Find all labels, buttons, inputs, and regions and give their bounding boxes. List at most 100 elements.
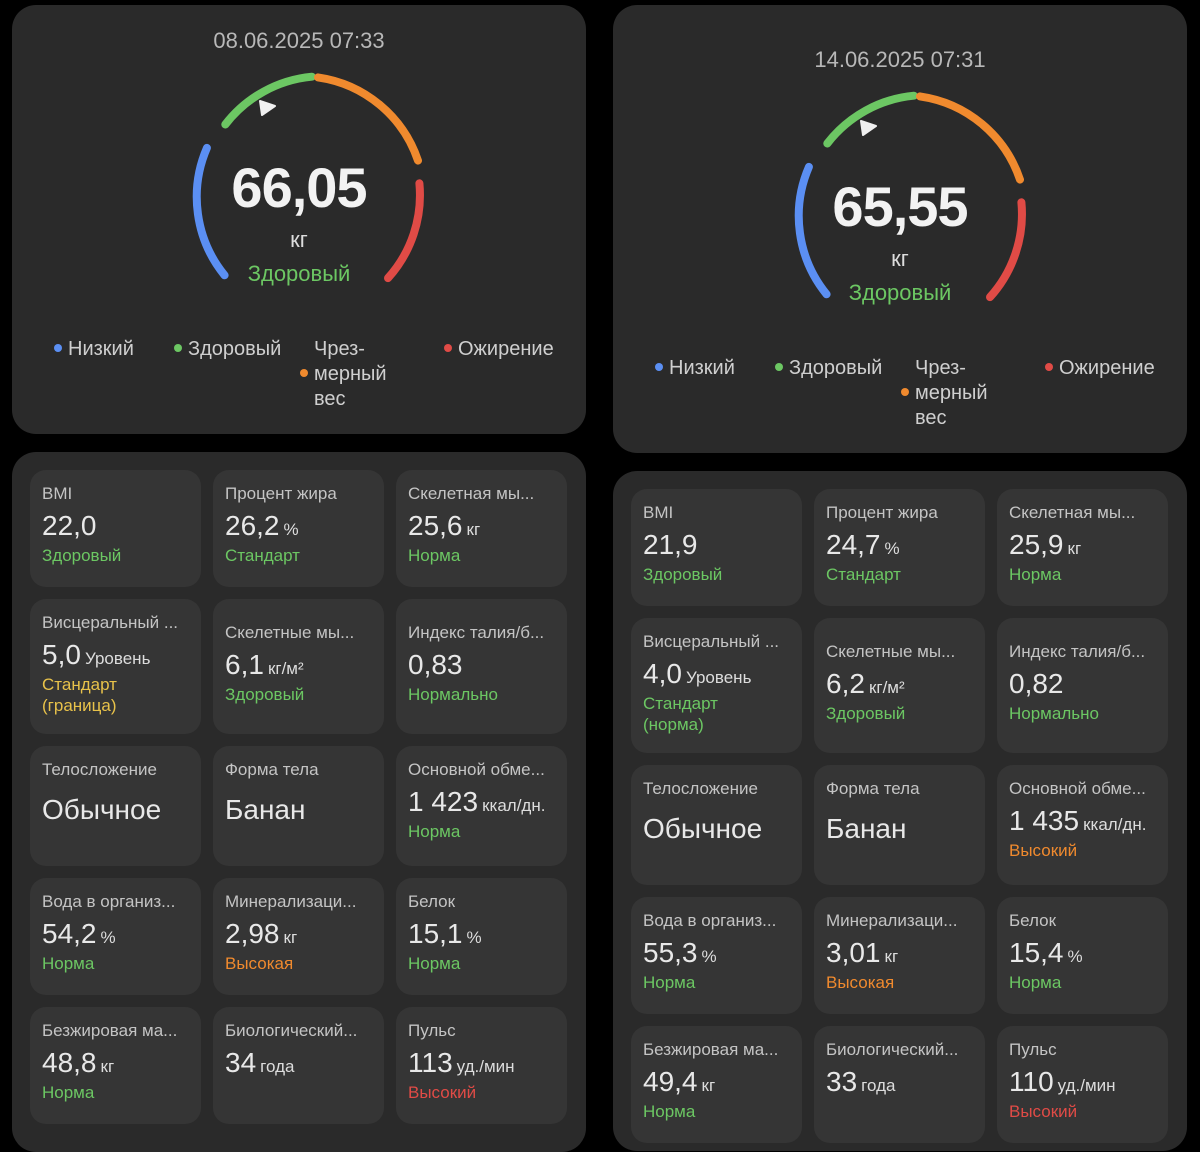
weight-gauge-card[interactable]: 08.06.2025 07:33 66,05 кг Здоровый Низки… [12, 5, 586, 434]
metric-value-row: 34 года [225, 1047, 372, 1079]
weight-unit: кг [290, 227, 308, 252]
metric-value-row: Банан [225, 794, 372, 826]
metric-value: 21,9 [643, 529, 698, 560]
metric-label: Индекс талия/б... [1009, 642, 1146, 661]
metric-value-row: 1 435 ккал/дн. [1009, 805, 1156, 837]
metric-value: 25,9 [1009, 529, 1064, 560]
metric-tile-fat-free-mass[interactable]: Безжировая ма... 48,8 кг Норма [30, 1007, 201, 1124]
metric-label: Скелетная мы... [1009, 503, 1136, 522]
metric-status: Норма [1009, 973, 1062, 992]
metric-value-row: 54,2% [42, 918, 189, 950]
dot-icon [444, 343, 452, 352]
metric-value: 3,01 [826, 937, 881, 968]
metric-tile-skeletal-muscle-index[interactable]: Скелетные мы... 6,2 кг/м² Здоровый [814, 618, 985, 753]
gauge-segment-obese [384, 179, 424, 283]
metric-tile-heart-rate[interactable]: Пульс 113 уд./мин Высокий [396, 1007, 567, 1124]
metric-tile-bmi[interactable]: BMI 21,9 Здоровый [631, 489, 802, 606]
metric-tile-protein[interactable]: Белок 15,1% Норма [396, 878, 567, 995]
metric-tile-heart-rate[interactable]: Пульс 110 уд./мин Высокий [997, 1026, 1168, 1143]
metric-value: Банан [826, 813, 907, 844]
weight-gauge-arc [192, 72, 424, 283]
weight-gauge-card[interactable]: 14.06.2025 07:31 65,55 кг Здоровый Низки… [613, 5, 1187, 453]
metric-value-row: 6,1 кг/м² [225, 649, 372, 681]
metric-tile-body-fat[interactable]: Процент жира 26,2% Стандарт [213, 470, 384, 587]
legend-low: Низкий [54, 337, 134, 362]
metric-tile-body-fat[interactable]: Процент жира 24,7% Стандарт [814, 489, 985, 606]
metric-tile-basal-metabolism[interactable]: Основной обме... 1 423 ккал/дн. Норма [396, 746, 567, 866]
weight-status: Здоровый [848, 280, 952, 305]
left-report: 08.06.2025 07:33 66,05 кг Здоровый Низки… [12, 5, 586, 1152]
gauge-segment-overweight [916, 92, 1024, 184]
metric-status: Стандарт (норма) [643, 694, 718, 734]
dot-icon [174, 343, 182, 352]
metric-label: Висцеральный ... [42, 613, 179, 632]
gauge-legend: Низкий Здоровый Чрез-мерный вес Ожирение [613, 356, 1187, 436]
metric-status: Стандарт [225, 546, 300, 565]
metric-value: 24,7 [826, 529, 881, 560]
metrics-card: BMI 21,9 Здоровый Процент жира 24,7% Стандарт… [613, 471, 1187, 1151]
metric-value-row: Обычное [643, 813, 790, 845]
metric-status: Норма [643, 973, 696, 992]
metric-unit: уд./мин [1057, 1076, 1116, 1095]
metric-tile-body-shape[interactable]: Форма тела Банан [213, 746, 384, 866]
metric-value-row: Банан [826, 813, 973, 845]
metric-value: Обычное [643, 813, 763, 844]
metric-tile-waist-hip-ratio[interactable]: Индекс талия/б... 0,83 Нормально [396, 599, 567, 734]
metric-label: Минерализаци... [225, 892, 357, 911]
metric-value-row: 15,1% [408, 918, 555, 950]
metric-value: 33 [826, 1066, 858, 1097]
metric-value-row: 33 года [826, 1066, 973, 1098]
metric-tile-body-shape[interactable]: Форма тела Банан [814, 765, 985, 885]
metric-value: 0,82 [1009, 668, 1064, 699]
metric-status: Высокий [1009, 1102, 1078, 1121]
metric-label: Индекс талия/б... [408, 623, 545, 642]
metric-unit: % [701, 947, 717, 966]
metric-tile-waist-hip-ratio[interactable]: Индекс талия/б... 0,82 Нормально [997, 618, 1168, 753]
metric-value: 49,4 [643, 1066, 698, 1097]
metric-tile-bone-mineral[interactable]: Минерализаци... 2,98 кг Высокая [213, 878, 384, 995]
metric-tile-body-type[interactable]: Телосложение Обычное [30, 746, 201, 866]
metric-tile-biological-age[interactable]: Биологический... 34 года [213, 1007, 384, 1124]
metric-unit: кг [466, 520, 481, 539]
metric-label: Скелетные мы... [225, 623, 355, 642]
metric-tile-body-water[interactable]: Вода в организ... 54,2% Норма [30, 878, 201, 995]
metric-tile-visceral-fat[interactable]: Висцеральный ... 4,0 Уровень Стандарт (норма… [631, 618, 802, 753]
metric-tile-basal-metabolism[interactable]: Основной обме... 1 435 ккал/дн. Высокий [997, 765, 1168, 885]
gauge-segment-healthy [823, 91, 918, 148]
gauge-segment-overweight [314, 73, 422, 165]
metric-tile-fat-free-mass[interactable]: Безжировая ма... 49,4 кг Норма [631, 1026, 802, 1143]
right-report: 14.06.2025 07:31 65,55 кг Здоровый Низки… [613, 5, 1187, 1151]
metric-value: 48,8 [42, 1047, 97, 1078]
metric-unit: % [100, 928, 116, 947]
metric-status: Норма [408, 954, 461, 973]
metric-tile-body-water[interactable]: Вода в организ... 55,3% Норма [631, 897, 802, 1014]
metric-label: Форма тела [826, 779, 920, 798]
metric-tile-visceral-fat[interactable]: Висцеральный ... 5,0 Уровень Стандарт (грани… [30, 599, 201, 734]
metric-value: 26,2 [225, 510, 280, 541]
metric-tile-protein[interactable]: Белок 15,4% Норма [997, 897, 1168, 1014]
metric-tile-biological-age[interactable]: Биологический... 33 года [814, 1026, 985, 1143]
metric-tile-body-type[interactable]: Телосложение Обычное [631, 765, 802, 885]
metric-value: 54,2 [42, 918, 97, 949]
metric-value: 55,3 [643, 937, 698, 968]
metric-tile-skeletal-muscle[interactable]: Скелетная мы... 25,6 кг Норма [396, 470, 567, 587]
metric-tile-skeletal-muscle[interactable]: Скелетная мы... 25,9 кг Норма [997, 489, 1168, 606]
metric-tile-skeletal-muscle-index[interactable]: Скелетные мы... 6,1 кг/м² Здоровый [213, 599, 384, 734]
metric-value-row: 1 423 ккал/дн. [408, 786, 555, 818]
metric-value: 4,0 [643, 658, 682, 689]
metric-tile-bone-mineral[interactable]: Минерализаци... 3,01 кг Высокая [814, 897, 985, 1014]
metric-label: Вода в организ... [643, 911, 777, 930]
legend-obese: Ожирение [444, 337, 554, 362]
metric-unit: года [861, 1076, 896, 1095]
dot-icon [54, 343, 62, 352]
metric-unit: Уровень [84, 649, 151, 668]
legend-low: Низкий [655, 356, 735, 381]
dot-icon [655, 362, 663, 371]
metric-unit: кг [884, 947, 899, 966]
metric-label: BMI [643, 503, 674, 522]
metric-tile-bmi[interactable]: BMI 22,0 Здоровый [30, 470, 201, 587]
legend-obese: Ожирение [1045, 356, 1155, 381]
metric-unit: % [466, 928, 482, 947]
gauge-segment-healthy [221, 72, 316, 129]
metric-value-row: 113 уд./мин [408, 1047, 555, 1079]
